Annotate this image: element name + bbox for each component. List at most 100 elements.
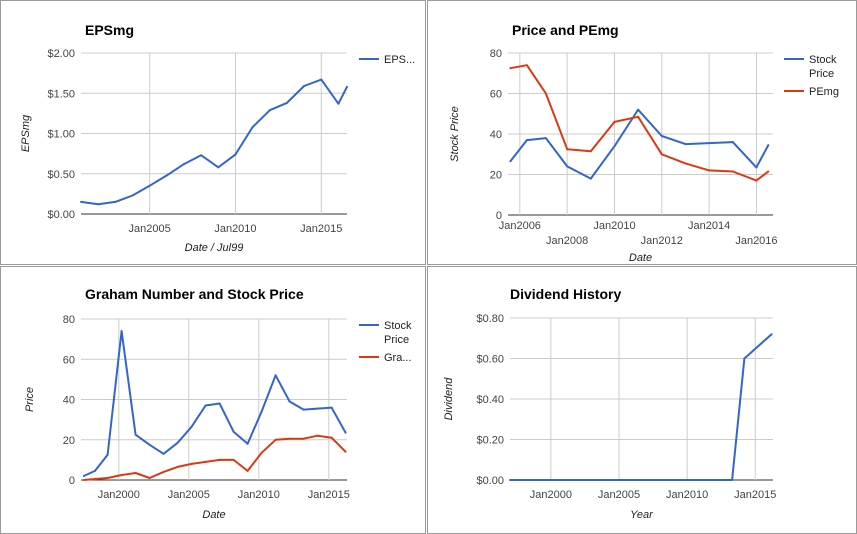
- data-point: [80, 200, 82, 203]
- y-tick-label: $1.00: [47, 129, 75, 141]
- data-point: [288, 400, 291, 403]
- data-point: [162, 452, 165, 455]
- data-point: [731, 479, 734, 481]
- data-point: [274, 374, 277, 377]
- legend-label: EPS...: [384, 54, 415, 66]
- data-point: [302, 408, 305, 411]
- data-point: [190, 462, 193, 465]
- data-point: [566, 148, 569, 151]
- data-point: [509, 67, 512, 70]
- series-line: [510, 64, 769, 182]
- x-tick-label: Jan2010: [666, 489, 708, 501]
- x-tick-label: Jan2014: [688, 220, 730, 232]
- data-point: [82, 479, 85, 481]
- legend-label: Price: [809, 68, 834, 80]
- data-point: [204, 460, 207, 463]
- data-point: [120, 474, 123, 476]
- data-point: [120, 330, 123, 333]
- x-tick-label: Jan2005: [129, 223, 171, 235]
- data-point: [94, 478, 96, 480]
- data-point: [162, 470, 165, 473]
- data-point: [82, 475, 85, 477]
- data-point: [131, 194, 134, 197]
- series-line: [510, 333, 773, 481]
- data-point: [544, 137, 547, 140]
- data-point: [509, 479, 511, 481]
- data-point: [246, 442, 249, 445]
- data-point: [148, 443, 151, 446]
- data-point: [544, 92, 547, 95]
- data-point: [770, 333, 773, 336]
- series-line: [80, 78, 348, 206]
- y-tick-label: 20: [490, 170, 502, 182]
- data-point: [106, 453, 109, 456]
- data-point: [613, 120, 616, 123]
- data-point: [232, 430, 235, 433]
- chart-title: EPSmg: [85, 22, 134, 38]
- data-point: [165, 174, 168, 177]
- chart-title: Dividend History: [510, 286, 621, 302]
- y-axis-label: EPSmg: [20, 114, 32, 152]
- y-tick-label: 60: [63, 354, 75, 366]
- data-point: [274, 438, 277, 441]
- data-point: [190, 425, 193, 428]
- y-tick-label: $0.20: [476, 435, 504, 447]
- data-point: [134, 433, 137, 436]
- series-line: [83, 434, 347, 481]
- data-point: [684, 143, 687, 146]
- data-point: [106, 477, 109, 479]
- data-point: [288, 437, 291, 440]
- legend-label: PEmg: [809, 86, 839, 98]
- data-point: [148, 184, 151, 187]
- x-tick-label: Jan2015: [300, 223, 342, 235]
- data-point: [260, 410, 263, 413]
- data-point: [217, 166, 220, 169]
- x-tick-label: Jan2006: [499, 220, 541, 232]
- data-point: [344, 450, 347, 453]
- data-point: [660, 135, 663, 137]
- data-point: [566, 165, 569, 168]
- data-point: [330, 436, 333, 439]
- data-point: [731, 141, 734, 144]
- data-point: [97, 203, 100, 206]
- x-axis-label: Year: [630, 509, 654, 521]
- chart-panel-graham: Graham Number and Stock Price 0 20 40 60 80 Ja…: [0, 266, 426, 534]
- data-point: [134, 472, 137, 474]
- data-point: [114, 200, 117, 203]
- legend-label: Price: [384, 334, 409, 346]
- data-point: [755, 166, 758, 169]
- data-point: [218, 458, 221, 461]
- y-tick-label: $0.40: [476, 394, 504, 406]
- data-point: [218, 402, 221, 405]
- x-tick-label: Jan2010: [214, 223, 256, 235]
- y-tick-label: $0.60: [476, 354, 504, 366]
- data-point: [246, 469, 249, 472]
- y-tick-label: 40: [63, 395, 75, 407]
- x-tick-label: Jan2010: [238, 489, 280, 501]
- data-point: [94, 469, 96, 472]
- data-point: [731, 170, 734, 173]
- y-tick-label: 80: [63, 314, 75, 326]
- y-axis-label: Dividend: [443, 377, 455, 421]
- data-point: [176, 441, 179, 444]
- y-tick-label: 0: [69, 475, 75, 487]
- data-point: [268, 109, 271, 112]
- chart-title: Graham Number and Stock Price: [85, 286, 304, 302]
- data-point: [204, 404, 207, 407]
- data-point: [330, 406, 333, 409]
- data-point: [684, 162, 687, 165]
- price-pemg-chart: Price and PEmg 0 20 40 60 80 Jan2006 Jan2008 Jan…: [449, 22, 839, 264]
- x-tick-label: Jan2008: [546, 235, 588, 247]
- data-point: [767, 170, 770, 173]
- data-point: [509, 160, 512, 163]
- x-tick-label: Jan2005: [598, 489, 640, 501]
- data-point: [234, 153, 237, 156]
- data-point: [637, 108, 640, 111]
- legend-label: Gra...: [384, 352, 412, 364]
- x-tick-label: Jan2000: [530, 489, 572, 501]
- chart-panel-dividend: Dividend History $0.00 $0.20 $0.40 $0.60 $0.8…: [427, 266, 857, 534]
- data-point: [200, 154, 203, 157]
- chart-panel-epsmg: EPSmg $0.00 $0.50 $1.00 $1.50 $2.00 Jan2005 Jan…: [0, 0, 426, 265]
- data-point: [285, 101, 288, 104]
- y-tick-label: 40: [490, 129, 502, 141]
